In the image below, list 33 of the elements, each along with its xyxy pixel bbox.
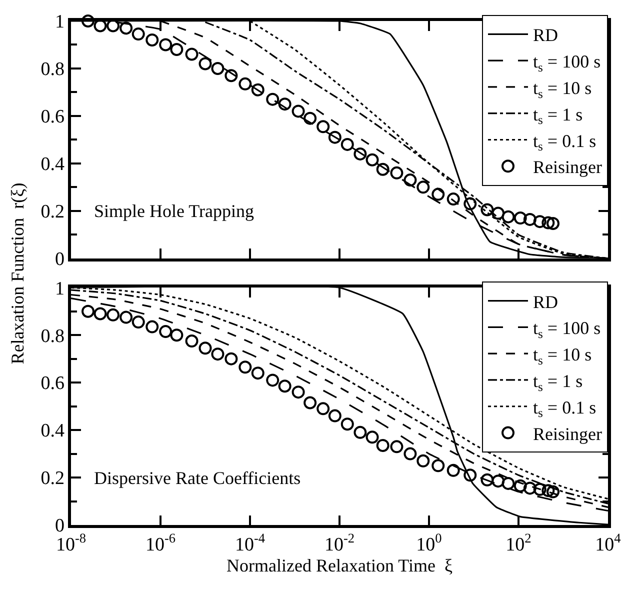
legend-label: t$_{s}$ = 10 s	[533, 78, 592, 101]
x-axis-title: Normalized Relaxation Time ξ	[226, 556, 452, 576]
x-tick-label: 10$^{-4}$	[234, 530, 266, 556]
legend-label: t$_{s}$ = 100 s	[533, 318, 601, 341]
x-tick-label: 10$^{-2}$	[324, 530, 355, 556]
x-tick-label: 10$^{0}$	[416, 530, 442, 556]
y-tick-label: 0.2	[40, 468, 64, 490]
legend-label: t$_{s}$ = 100 s	[533, 52, 601, 74]
y-tick-label: 0.8	[40, 326, 64, 347]
annotation: Simple Hole Trapping	[94, 201, 254, 221]
legend-label: t$_{s}$ = 1 s	[533, 370, 583, 394]
legend-label: RD	[533, 25, 558, 46]
legend-label: t$_{s}$ = 1 s	[533, 104, 583, 128]
y-tick-label: 1	[54, 12, 64, 33]
y-tick-label: 0.2	[40, 202, 64, 223]
y-tick-label: 0	[54, 249, 64, 270]
legend-label: t$_{s}$ = 10 s	[533, 344, 592, 368]
y-tick-label: 1	[54, 278, 64, 300]
annotation: Dispersive Rate Coefficients	[94, 468, 301, 488]
y-tick-label: 0.6	[40, 106, 64, 128]
x-tick-label: 10$^{-6}$	[145, 530, 176, 556]
legend-label: RD	[533, 292, 558, 312]
x-tick-label: 10$^{4}$	[595, 530, 622, 556]
legend-label: Reisinger	[533, 424, 602, 444]
y-tick-label: 0.8	[40, 59, 64, 80]
legend-label: t$_{s}$ = 0.1 s	[533, 130, 596, 154]
y-tick-label: 0.6	[40, 373, 64, 394]
y-tick-label: 0.4	[40, 154, 65, 176]
y-axis-title: Relaxation Function r(ξ)	[7, 182, 28, 364]
y-tick-label: 0.4	[40, 420, 65, 442]
legend-label: t$_{s}$ = 0.1 s	[533, 397, 596, 420]
legend-label: Reisinger	[533, 157, 602, 178]
x-tick-label: 10$^{2}$	[506, 530, 532, 556]
